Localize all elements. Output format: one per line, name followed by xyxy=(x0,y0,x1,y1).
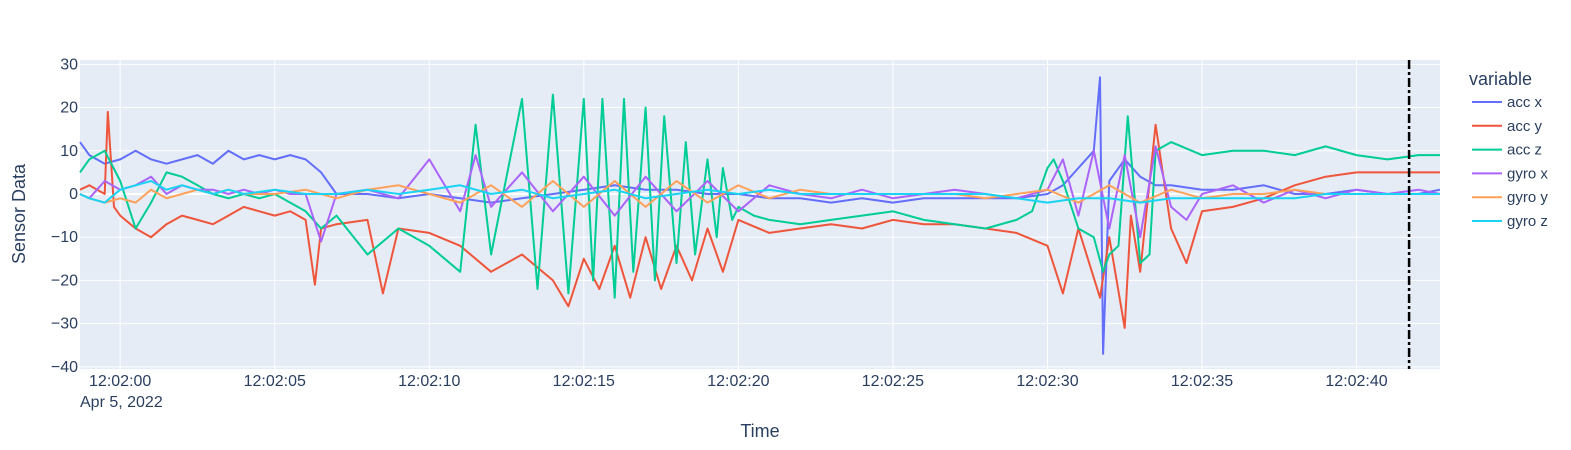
x-date-label: Apr 5, 2022 xyxy=(80,394,163,411)
x-tick-label: 12:02:20 xyxy=(707,373,769,390)
y-tick-label: −20 xyxy=(51,272,78,289)
legend-item[interactable]: gyro y xyxy=(1472,189,1548,206)
x-axis-ticks: 12:02:00 12:02:05 12:02:10 12:02:15 12:02:20… xyxy=(89,373,1388,390)
y-tick-label: −10 xyxy=(51,229,78,246)
legend-label: acc y xyxy=(1507,118,1543,135)
series-line-gyro-x xyxy=(79,145,1441,243)
y-tick-label: 0 xyxy=(69,186,78,203)
legend: variable acc x acc y acc z gyro x gyro y gyro… xyxy=(1469,69,1548,230)
x-tick-label: 12:02:25 xyxy=(862,373,924,390)
x-tick-label: 12:02:30 xyxy=(1016,373,1078,390)
legend-item[interactable]: gyro z xyxy=(1472,213,1548,230)
legend-items: acc x acc y acc z gyro x gyro y gyro z xyxy=(1472,94,1548,230)
x-tick-label: 12:02:15 xyxy=(553,373,615,390)
x-tick-label: 12:02:00 xyxy=(89,373,151,390)
legend-item[interactable]: acc z xyxy=(1472,142,1542,159)
legend-item[interactable]: gyro x xyxy=(1472,165,1548,182)
y-axis-title: Sensor Data xyxy=(9,163,29,264)
legend-item[interactable]: acc y xyxy=(1472,118,1543,135)
x-tick-label: 12:02:35 xyxy=(1171,373,1233,390)
legend-label: gyro y xyxy=(1507,189,1548,206)
legend-title: variable xyxy=(1469,69,1532,89)
y-tick-label: −40 xyxy=(51,359,78,376)
y-tick-label: 20 xyxy=(60,100,78,117)
plot-background xyxy=(80,60,1440,369)
y-axis-ticks: 30 20 10 0 −10 −20 −30 −40 xyxy=(51,56,78,376)
legend-item[interactable]: acc x xyxy=(1472,94,1543,111)
y-tick-label: 30 xyxy=(60,56,78,73)
legend-label: acc x xyxy=(1507,94,1543,111)
series-line-gyro-z xyxy=(79,180,1440,204)
legend-label: gyro x xyxy=(1507,165,1548,182)
x-tick-label: 12:02:05 xyxy=(244,373,306,390)
y-tick-label: −30 xyxy=(51,316,78,333)
legend-label: gyro z xyxy=(1507,213,1548,230)
x-axis-title: Time xyxy=(740,421,779,441)
data-lines xyxy=(79,76,1441,355)
x-tick-label: 12:02:40 xyxy=(1325,373,1387,390)
legend-label: acc z xyxy=(1507,142,1542,159)
x-tick-label: 12:02:10 xyxy=(398,373,460,390)
y-tick-label: 10 xyxy=(60,143,78,160)
